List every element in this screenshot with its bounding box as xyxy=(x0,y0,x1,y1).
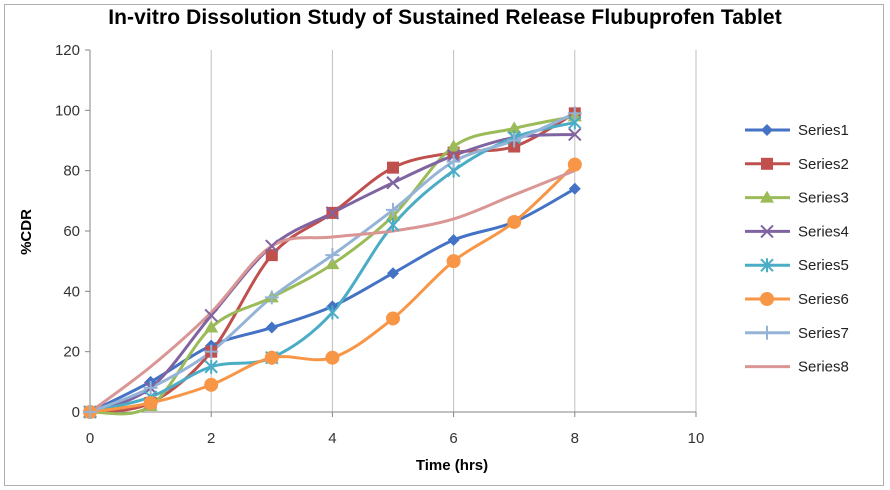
legend: Series1 Series2 Series3 Series4 Series5 Serie… xyxy=(745,122,849,376)
legend-label-5: Series5 xyxy=(798,257,849,274)
series-7-point-3 xyxy=(264,290,279,305)
series-6-point-5 xyxy=(386,311,400,326)
series-1-point-8 xyxy=(568,182,581,195)
series-7-point-1 xyxy=(143,380,158,395)
y-axis-label: %CDR xyxy=(18,209,35,255)
series-4-point-3 xyxy=(265,239,279,253)
legend-marker-1 xyxy=(761,124,773,136)
x-tick-label-4: 4 xyxy=(328,430,336,447)
series-3-point-6 xyxy=(446,139,461,152)
series-line-6 xyxy=(89,163,576,414)
series-2-point-3 xyxy=(265,249,278,262)
legend-marker-2 xyxy=(761,157,773,170)
series-7-point-6 xyxy=(446,154,461,169)
series-5-point-5 xyxy=(386,217,400,232)
series-7-point-7 xyxy=(507,133,522,148)
legend-label-3: Series3 xyxy=(798,190,849,207)
legend-marker-5 xyxy=(760,258,774,273)
legend-label-4: Series4 xyxy=(798,223,849,240)
series-6-point-6 xyxy=(446,254,461,269)
series-5-point-2 xyxy=(204,359,218,374)
legend-label-1: Series1 xyxy=(798,122,849,139)
series-line-4 xyxy=(89,132,575,414)
legend-label-7: Series7 xyxy=(798,325,849,342)
x-tick-label-2: 2 xyxy=(207,430,215,447)
series-line-8 xyxy=(89,169,576,414)
series-3-point-4 xyxy=(325,257,340,270)
legend-marker-3 xyxy=(760,190,774,203)
series-6-point-7 xyxy=(507,214,522,229)
legend-label-2: Series2 xyxy=(798,156,849,173)
series-3-point-7 xyxy=(507,121,522,134)
series-7-point-0 xyxy=(83,405,97,419)
legend-label-6: Series6 xyxy=(798,291,849,308)
series-1-point-5 xyxy=(387,267,399,280)
legend-marker-4 xyxy=(760,224,774,239)
y-tick-label-120: 120 xyxy=(55,42,80,59)
series-3-point-2 xyxy=(204,320,219,333)
series-7-point-4 xyxy=(325,248,340,263)
y-tick-label-20: 20 xyxy=(63,344,80,361)
series-6-point-4 xyxy=(325,350,340,365)
legend-marker-6 xyxy=(760,292,774,306)
x-tick-label-0: 0 xyxy=(86,430,94,447)
series-7-point-5 xyxy=(386,202,400,217)
tick-labels: 0 20 40 60 80 100 120 0 2 4 6 8 10 xyxy=(55,42,704,447)
series-6-point-3 xyxy=(264,350,279,365)
y-tick-label-0: 0 xyxy=(72,404,80,421)
x-tick-label-10: 10 xyxy=(688,430,705,447)
series-markers xyxy=(83,106,582,419)
series-6-point-8 xyxy=(567,157,582,172)
y-tick-label-40: 40 xyxy=(63,283,80,300)
legend-label-8: Series8 xyxy=(798,359,849,376)
series-4-point-2 xyxy=(204,308,218,323)
y-tick-label-80: 80 xyxy=(63,163,80,180)
series-7-point-8 xyxy=(567,106,582,121)
series-6-point-1 xyxy=(143,395,158,410)
chart-title: In-vitro Dissolution Study of Sustained … xyxy=(108,6,782,29)
series-2-point-5 xyxy=(387,161,399,174)
y-tick-label-60: 60 xyxy=(63,223,80,240)
series-1-point-6 xyxy=(447,234,460,247)
series-6-point-2 xyxy=(204,377,219,392)
x-tick-label-8: 8 xyxy=(571,430,579,447)
series-4-point-8 xyxy=(568,127,582,142)
x-axis-label: Time (hrs) xyxy=(416,457,488,474)
legend-marker-7 xyxy=(760,325,774,340)
x-tick-label-6: 6 xyxy=(449,430,457,447)
series-1-point-3 xyxy=(265,321,278,334)
y-tick-label-100: 100 xyxy=(55,102,80,119)
series-7-point-2 xyxy=(204,344,219,359)
series-4-point-5 xyxy=(386,176,400,190)
series-4-point-4 xyxy=(325,206,340,220)
series-5-point-4 xyxy=(325,305,340,320)
